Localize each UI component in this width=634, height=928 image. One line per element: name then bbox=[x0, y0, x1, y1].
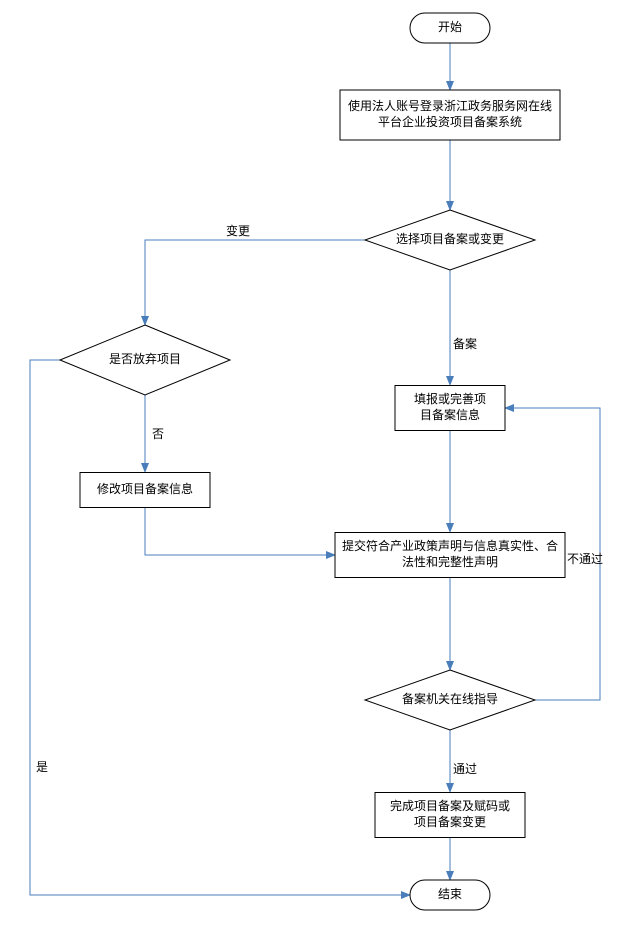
node-label: 结束 bbox=[438, 887, 462, 901]
node-submit: 提交符合产业政策声明与信息真实性、合法性和完整性声明 bbox=[335, 533, 565, 578]
flowchart-canvas: 开始使用法人账号登录浙江政务服务网在线平台企业投资项目备案系统选择项目备案或变更… bbox=[0, 0, 634, 928]
node-fill: 填报或完善项目备案信息 bbox=[395, 386, 505, 431]
edge-choose-abandon bbox=[145, 240, 365, 325]
node-label-line2: 目备案信息 bbox=[420, 407, 480, 422]
node-label-line1: 填报或完善项 bbox=[414, 391, 486, 406]
edge-label: 备案 bbox=[453, 336, 477, 351]
node-start: 开始 bbox=[410, 13, 490, 43]
edge-label: 变更 bbox=[226, 223, 250, 238]
edge-label: 通过 bbox=[453, 762, 477, 776]
node-label-line2: 项目备案变更 bbox=[414, 814, 486, 829]
node-choose: 选择项目备案或变更 bbox=[365, 210, 535, 270]
edge-label: 是 bbox=[36, 760, 48, 774]
node-label-line2: 平台企业投资项目备案系统 bbox=[378, 114, 522, 129]
node-label: 是否放弃项目 bbox=[109, 351, 181, 366]
node-label: 备案机关在线指导 bbox=[402, 691, 498, 706]
edge-modify-submit bbox=[145, 508, 335, 555]
node-review: 备案机关在线指导 bbox=[365, 670, 535, 730]
node-login: 使用法人账号登录浙江政务服务网在线平台企业投资项目备案系统 bbox=[340, 90, 560, 140]
node-complete: 完成项目备案及赋码或项目备案变更 bbox=[375, 793, 525, 838]
nodes-group: 开始使用法人账号登录浙江政务服务网在线平台企业投资项目备案系统选择项目备案或变更… bbox=[60, 13, 565, 910]
edge-abandon-end bbox=[30, 360, 410, 895]
edges-group bbox=[30, 43, 600, 895]
edge-label: 不通过 bbox=[567, 552, 603, 566]
edge-label: 否 bbox=[152, 427, 164, 441]
node-label-line1: 使用法人账号登录浙江政务服务网在线 bbox=[348, 98, 552, 113]
node-label: 修改项目备案信息 bbox=[97, 481, 193, 496]
node-label-line1: 完成项目备案及赋码或 bbox=[390, 798, 510, 813]
node-abandon: 是否放弃项目 bbox=[60, 325, 230, 395]
node-label: 开始 bbox=[438, 20, 462, 34]
node-modify: 修改项目备案信息 bbox=[80, 473, 210, 508]
node-label-line1: 提交符合产业政策声明与信息真实性、合 bbox=[342, 538, 558, 553]
node-label-line2: 法性和完整性声明 bbox=[402, 554, 498, 569]
node-end: 结束 bbox=[410, 880, 490, 910]
node-label: 选择项目备案或变更 bbox=[396, 231, 504, 246]
